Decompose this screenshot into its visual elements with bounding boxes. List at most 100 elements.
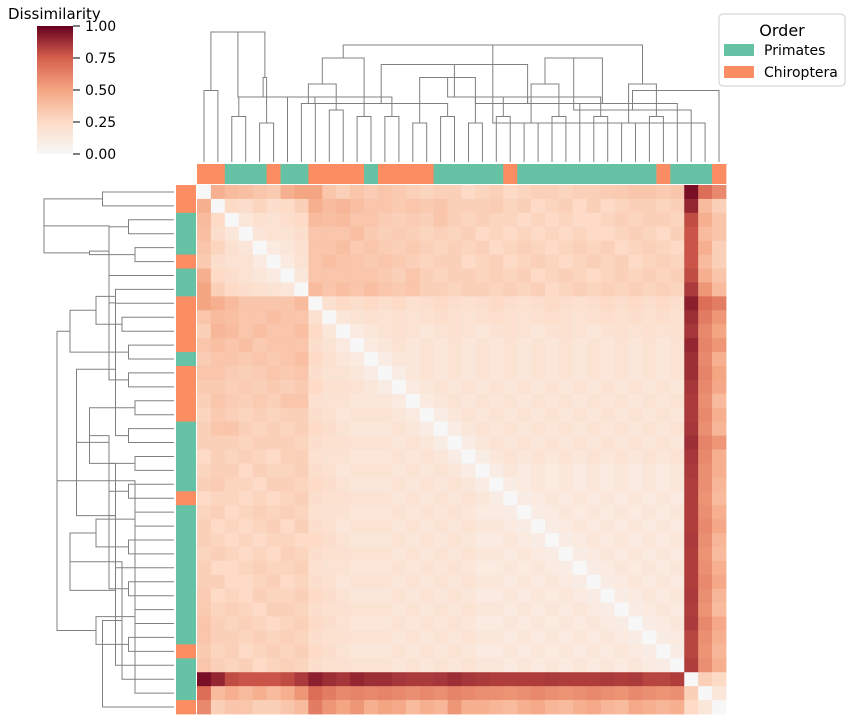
heatmap-cell xyxy=(377,198,393,214)
heatmap-cell xyxy=(712,602,727,617)
heatmap-cell xyxy=(308,226,323,242)
heatmap-cell xyxy=(684,505,699,520)
heatmap-cell xyxy=(433,435,448,450)
heatmap-cell xyxy=(600,352,616,367)
heatmap-cell xyxy=(350,352,365,367)
heatmap-cell xyxy=(503,324,518,339)
heatmap-cell xyxy=(572,324,588,339)
heatmap-cell xyxy=(698,310,713,325)
heatmap-cell xyxy=(197,365,212,381)
heatmap-cell xyxy=(572,226,588,242)
heatmap-cell xyxy=(391,254,407,269)
column-order-color-cell xyxy=(308,164,323,184)
heatmap-cell xyxy=(433,296,448,311)
heatmap-cell xyxy=(684,310,699,325)
heatmap-cell xyxy=(433,324,448,339)
heatmap-cell xyxy=(712,379,727,395)
dendrogram-link xyxy=(109,515,174,666)
heatmap-cell xyxy=(656,212,671,228)
heatmap-cell xyxy=(503,352,518,367)
heatmap-cell xyxy=(266,352,281,367)
heatmap-cell xyxy=(600,212,616,228)
heatmap-cell xyxy=(558,421,574,436)
heatmap-cell xyxy=(294,700,309,715)
heatmap-cell xyxy=(266,588,281,604)
heatmap-cell xyxy=(350,324,365,339)
heatmap-cell xyxy=(698,491,713,506)
heatmap-cell xyxy=(280,644,295,659)
heatmap-cell xyxy=(656,226,671,242)
heatmap-cell xyxy=(517,240,532,255)
heatmap-cell xyxy=(419,352,435,367)
heatmap-cell xyxy=(336,672,351,687)
heatmap-cell xyxy=(656,240,671,255)
heatmap-cell xyxy=(280,533,295,548)
heatmap-cell xyxy=(670,352,685,367)
heatmap-cell xyxy=(433,352,448,367)
heatmap-cell xyxy=(364,574,379,590)
heatmap-cell xyxy=(684,672,699,687)
heatmap-cell xyxy=(614,616,629,631)
heatmap-cell xyxy=(475,546,490,562)
heatmap-cell xyxy=(391,658,407,673)
heatmap-cell xyxy=(224,588,240,604)
heatmap-cell xyxy=(447,477,462,492)
heatmap-cell xyxy=(531,491,546,506)
heatmap-cell xyxy=(419,310,435,325)
heatmap-cell xyxy=(377,686,393,701)
heatmap-cell xyxy=(503,602,518,617)
heatmap-cell xyxy=(322,352,337,367)
heatmap-cell xyxy=(698,616,713,631)
heatmap-cell xyxy=(503,672,518,687)
row-dendrogram xyxy=(43,191,174,708)
heatmap-cell xyxy=(586,268,602,283)
heatmap-cell xyxy=(336,393,351,409)
heatmap-cell xyxy=(377,477,393,492)
heatmap-cell xyxy=(322,602,337,617)
column-order-color-cell xyxy=(336,164,351,184)
heatmap-cell xyxy=(670,421,685,436)
heatmap-cell xyxy=(503,644,518,659)
heatmap-cell xyxy=(614,574,629,590)
heatmap-cell xyxy=(684,546,699,562)
heatmap-cell xyxy=(433,658,448,673)
heatmap-cell xyxy=(558,560,574,576)
legend-label-chiroptera: Chiroptera xyxy=(764,65,838,81)
heatmap-cell xyxy=(252,365,267,381)
heatmap-cell xyxy=(600,310,616,325)
heatmap-cell xyxy=(210,365,226,381)
heatmap-cell xyxy=(405,393,421,409)
heatmap-cell xyxy=(586,365,602,381)
heatmap-cell xyxy=(266,393,281,409)
heatmap-cell xyxy=(698,212,713,228)
heatmap-cell xyxy=(447,491,462,506)
heatmap-cell xyxy=(712,700,727,715)
heatmap-cell xyxy=(405,505,421,520)
heatmap-cell xyxy=(308,463,323,478)
heatmap-cell xyxy=(698,477,713,492)
dendrogram-link xyxy=(203,90,219,162)
heatmap-cell xyxy=(698,407,713,423)
heatmap-cell xyxy=(377,644,393,659)
heatmap-cell xyxy=(642,630,657,645)
heatmap-cell xyxy=(586,560,602,576)
heatmap-cell xyxy=(712,574,727,590)
heatmap-cell xyxy=(336,560,351,576)
heatmap-cell xyxy=(224,519,240,534)
heatmap-cell xyxy=(252,630,267,645)
heatmap-cell xyxy=(224,338,240,353)
heatmap-cell xyxy=(336,505,351,520)
column-order-color-cell xyxy=(447,164,462,184)
heatmap-cell xyxy=(377,449,393,464)
heatmap-cell xyxy=(336,296,351,311)
heatmap-cell xyxy=(224,226,240,242)
heatmap-cell xyxy=(531,449,546,464)
heatmap-cell xyxy=(266,519,281,534)
heatmap-cell xyxy=(405,310,421,325)
heatmap-cell xyxy=(586,379,602,395)
heatmap-cell xyxy=(308,365,323,381)
heatmap-cell xyxy=(336,616,351,631)
heatmap-cell xyxy=(586,198,602,214)
column-order-color-cell xyxy=(461,164,476,184)
heatmap-cell xyxy=(350,686,365,701)
